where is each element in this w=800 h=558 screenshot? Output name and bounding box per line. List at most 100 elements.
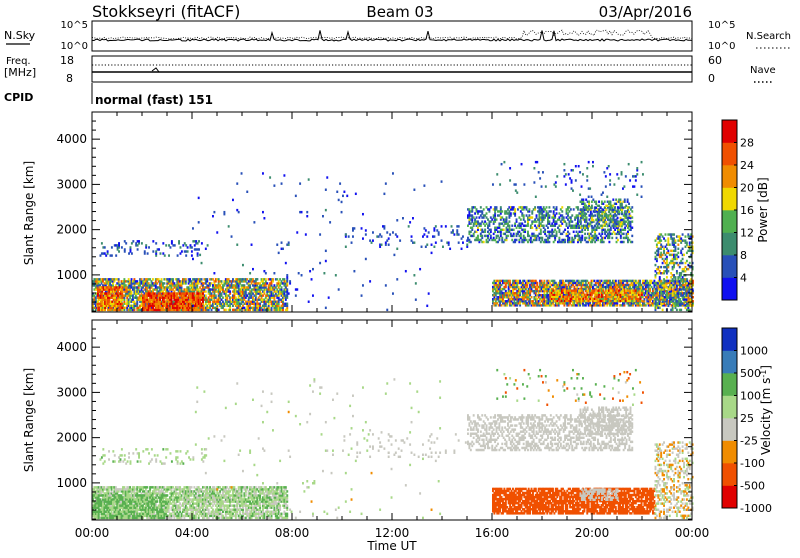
data-cell <box>516 218 518 220</box>
freq-left-tick-bottom: 8 <box>66 72 73 85</box>
data-cell <box>556 231 558 233</box>
data-cell <box>236 244 238 246</box>
data-cell <box>623 241 625 243</box>
data-cell <box>452 229 454 231</box>
data-cell <box>513 233 515 235</box>
data-cell <box>624 198 626 200</box>
data-cell <box>192 227 194 229</box>
data-cell <box>536 282 538 284</box>
data-cell <box>130 246 132 248</box>
data-cell <box>285 262 287 264</box>
data-cell <box>546 206 548 208</box>
data-cell <box>639 280 641 282</box>
data-cell <box>121 303 123 305</box>
data-cell <box>361 227 363 229</box>
data-cell <box>301 274 303 276</box>
data-cell <box>597 237 599 239</box>
data-cell <box>174 244 176 246</box>
data-cell <box>600 207 602 209</box>
data-cell <box>520 218 522 220</box>
data-cell <box>408 225 410 227</box>
data-cell <box>431 244 433 246</box>
data-cell <box>222 296 224 298</box>
data-cell <box>409 221 411 223</box>
data-cell <box>581 225 583 227</box>
data-cell <box>461 248 463 250</box>
data-cell <box>152 250 154 252</box>
data-cell <box>369 280 371 282</box>
data-cell <box>516 239 518 241</box>
data-cell <box>329 221 331 223</box>
data-cell <box>231 235 233 237</box>
data-cell <box>620 198 622 200</box>
data-cell <box>483 241 485 243</box>
data-cell <box>309 270 311 272</box>
data-cell <box>449 248 451 250</box>
data-cell <box>426 235 428 237</box>
data-cell <box>201 262 203 264</box>
data-cell <box>361 294 363 296</box>
data-cell <box>513 229 515 231</box>
data-cell <box>402 217 404 219</box>
data-cell <box>221 280 223 282</box>
data-cell <box>581 235 583 237</box>
data-cell <box>198 197 200 199</box>
data-cell <box>144 250 146 252</box>
data-cell <box>343 191 345 193</box>
data-cell <box>631 227 633 229</box>
data-cell <box>630 215 632 217</box>
beam-title: Beam 03 <box>366 3 433 21</box>
nsky-label: N.Sky <box>4 29 36 42</box>
data-cell <box>480 206 482 208</box>
data-cell <box>483 208 485 210</box>
data-cell <box>213 272 215 274</box>
data-cell <box>511 225 513 227</box>
data-cell <box>365 233 367 235</box>
data-cell <box>594 214 596 216</box>
station-title: Stokkseyri (fitACF) <box>92 2 240 21</box>
data-cell <box>506 216 508 218</box>
cpid-label: CPID <box>4 91 33 104</box>
data-cell <box>365 229 367 231</box>
data-cell <box>623 233 625 235</box>
data-cell <box>435 225 437 227</box>
data-cell <box>348 235 350 237</box>
data-cell <box>138 240 140 242</box>
data-cell <box>325 307 327 309</box>
data-cell <box>326 176 328 178</box>
data-cell <box>591 225 593 227</box>
data-cell <box>111 246 113 248</box>
data-cell <box>412 217 414 219</box>
data-cell <box>458 233 460 235</box>
data-cell <box>362 237 364 239</box>
data-cell <box>527 231 529 233</box>
data-cell <box>341 201 343 203</box>
data-cell <box>121 246 123 248</box>
data-cell <box>325 250 327 252</box>
data-cell <box>625 211 627 213</box>
data-cell <box>165 244 167 246</box>
data-cell <box>591 205 593 207</box>
data-cell <box>627 207 629 209</box>
data-cell <box>281 182 283 184</box>
data-cell <box>312 268 314 270</box>
data-cell <box>577 206 579 208</box>
data-cell <box>441 239 443 241</box>
data-cell <box>365 258 367 260</box>
data-cell <box>421 246 423 248</box>
data-cell <box>339 182 341 184</box>
data-cell <box>441 180 443 182</box>
data-cell <box>101 242 103 244</box>
data-cell <box>426 305 428 307</box>
data-cell <box>338 199 340 201</box>
data-cell <box>585 217 587 219</box>
data-cell <box>125 242 127 244</box>
data-cell <box>325 189 327 191</box>
data-cell <box>388 237 390 239</box>
data-cell <box>323 272 325 274</box>
freq-left-tick-top: 18 <box>60 54 74 67</box>
data-cell <box>561 206 563 208</box>
data-cell <box>131 252 133 254</box>
data-cell <box>458 225 460 227</box>
data-cell <box>312 294 314 296</box>
